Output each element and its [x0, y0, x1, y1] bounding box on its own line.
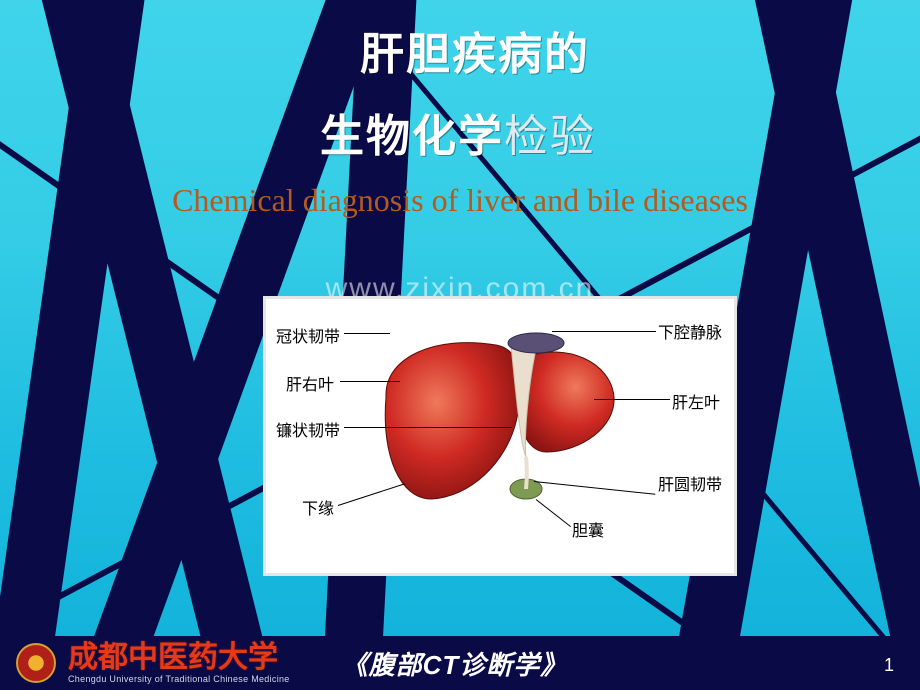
title-cn-line2a: 生物化学	[320, 112, 504, 161]
slide: 肝胆疾病的 生物化学检验 Chemical diagnosis of liver…	[0, 0, 920, 690]
subtitle-en: Chemical diagnosis of liver and bile dis…	[0, 180, 920, 220]
title-cn-line2: 生物化学检验	[320, 100, 596, 164]
label-guanzhuang: 冠状韧带	[276, 323, 340, 347]
leader-line	[594, 399, 670, 400]
label-xiaqiang: 下腔静脉	[658, 319, 722, 343]
leader-line	[340, 381, 400, 382]
label-ganzuoye: 肝左叶	[672, 389, 720, 413]
label-dannang: 胆囊	[572, 517, 604, 541]
label-xiayuan: 下缘	[302, 495, 334, 519]
page-number: 1	[884, 655, 894, 676]
leader-line	[344, 333, 390, 334]
footer-bar: 成都中医药大学 Chengdu University of Traditiona…	[0, 636, 920, 690]
university-name-cn: 成都中医药大学	[68, 643, 290, 673]
label-ganyuan: 肝圆韧带	[658, 471, 722, 495]
label-lianzhuang: 镰状韧带	[276, 417, 340, 441]
liver-diagram-panel: 冠状韧带 肝右叶 镰状韧带 下缘 下腔静脉 肝左叶 肝圆韧带 胆囊	[263, 296, 737, 576]
label-ganyouye: 肝右叶	[286, 371, 334, 395]
title-cn-line1: 肝胆疾病的	[360, 18, 590, 82]
university-seal-icon	[16, 643, 56, 683]
university-name-en: Chengdu University of Traditional Chines…	[68, 675, 290, 684]
leader-line	[552, 331, 656, 332]
university-block: 成都中医药大学 Chengdu University of Traditiona…	[68, 643, 290, 684]
course-title: 《腹部CT诊断学》	[342, 645, 568, 682]
leader-line	[344, 427, 512, 428]
title-cn-line2b: 检验	[504, 112, 596, 161]
